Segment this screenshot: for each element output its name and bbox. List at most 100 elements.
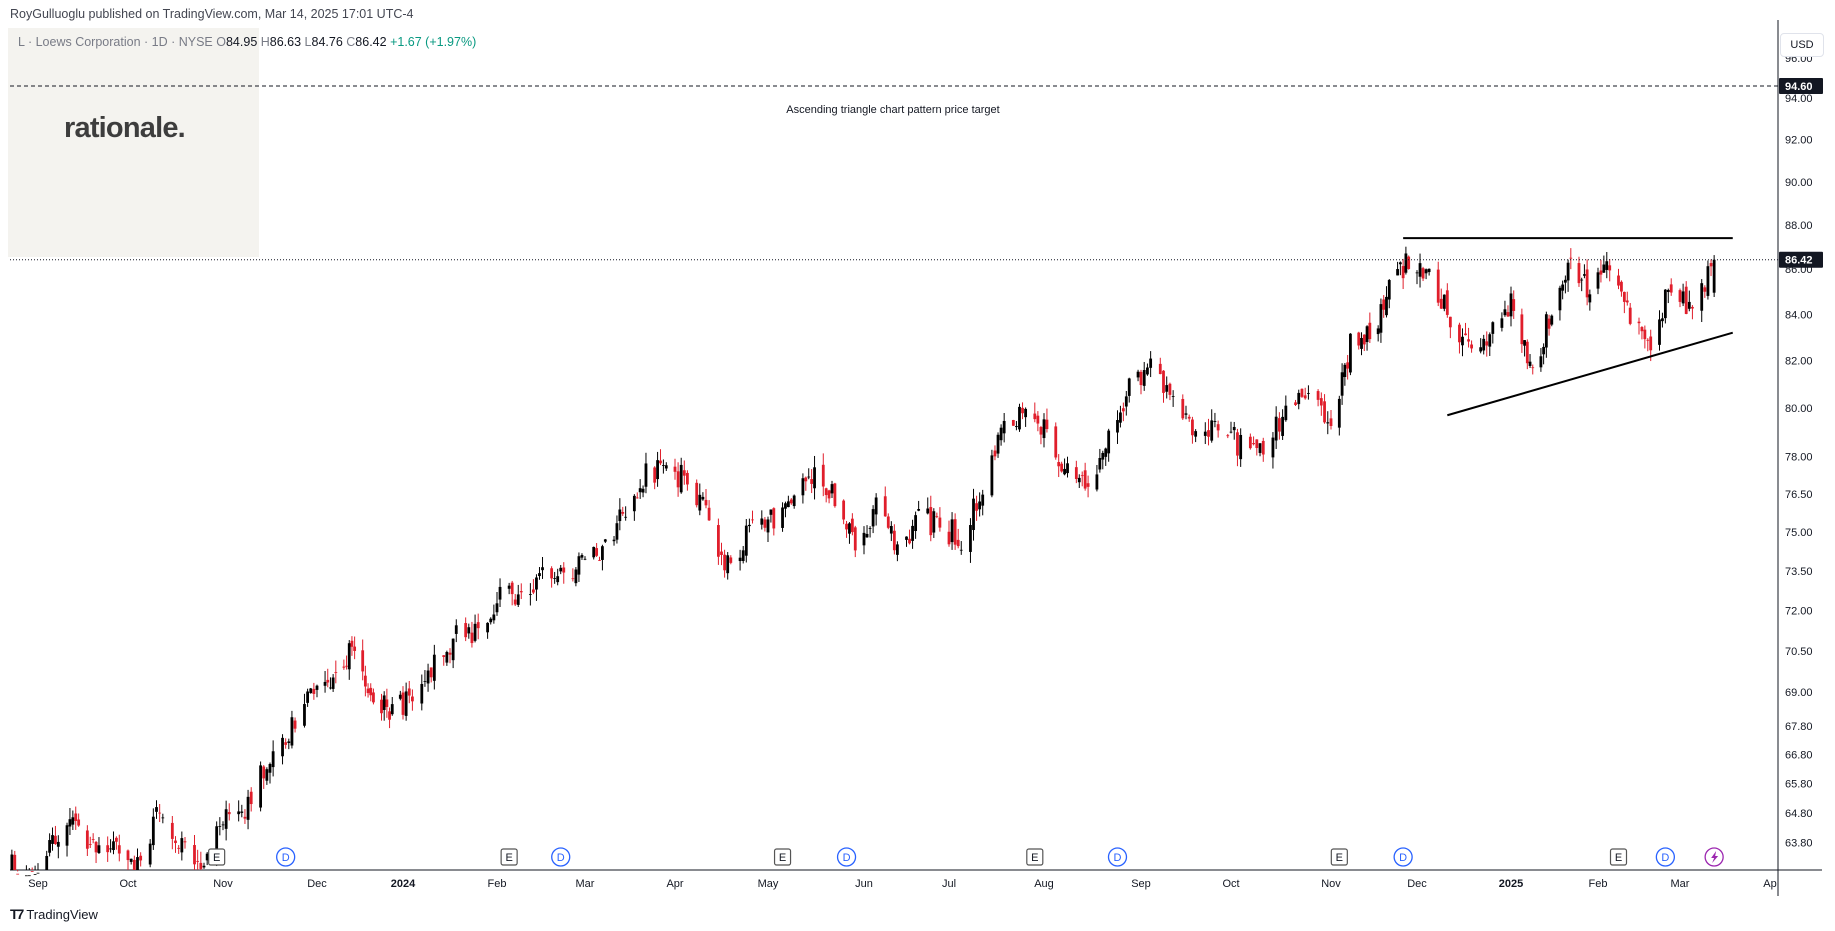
dividend-marker[interactable]: D	[836, 847, 857, 867]
candle-body	[1585, 269, 1589, 298]
candle-body	[1628, 307, 1632, 324]
candle	[510, 580, 514, 606]
candle-body	[1248, 436, 1252, 449]
dividend-marker[interactable]: D	[1655, 847, 1676, 867]
candle-body	[1491, 322, 1495, 334]
candle-body	[323, 681, 327, 686]
candle-body	[132, 859, 136, 870]
candle	[830, 480, 834, 498]
dividend-marker[interactable]: D	[1393, 847, 1413, 867]
candle	[323, 671, 327, 693]
candle-body	[1281, 416, 1285, 436]
candle	[1329, 409, 1333, 430]
candle-body	[1255, 439, 1259, 449]
candle-body	[744, 525, 748, 556]
candle	[366, 683, 370, 698]
candle-body	[1033, 413, 1037, 420]
candle	[1596, 267, 1600, 295]
candle	[895, 541, 899, 562]
candle-body	[1365, 326, 1369, 343]
candle-body	[347, 643, 351, 670]
candle	[1608, 259, 1612, 282]
candle	[1646, 338, 1650, 352]
candle-body	[892, 530, 896, 551]
candle-body	[1415, 272, 1419, 274]
support-trendline[interactable]	[1447, 331, 1734, 417]
candle	[1407, 255, 1411, 270]
candle	[199, 851, 203, 870]
candle-body	[1709, 263, 1713, 267]
earnings-marker[interactable]: E	[208, 848, 226, 866]
price-tick-label: 64.80	[1785, 808, 1813, 820]
currency-button[interactable]: USD	[1780, 33, 1824, 57]
candle	[874, 493, 878, 526]
candle	[1558, 285, 1562, 321]
dividend-marker[interactable]: D	[276, 847, 296, 867]
legend-symbol: L · Loews Corporation · 1D · NYSE	[18, 35, 213, 49]
candle-body	[1127, 378, 1131, 396]
price-tick-label: 65.80	[1785, 778, 1813, 790]
candle-body	[624, 516, 628, 518]
candle	[454, 619, 458, 643]
candle-body	[1258, 443, 1262, 453]
candle-body	[68, 819, 72, 827]
dividend-marker[interactable]: D	[1107, 847, 1128, 867]
earnings-marker[interactable]: E	[1330, 848, 1348, 866]
candle	[293, 717, 297, 733]
candle	[938, 507, 942, 532]
candle-body	[871, 509, 875, 527]
earnings-marker[interactable]: E	[1609, 848, 1628, 866]
candle	[1439, 288, 1443, 309]
candle	[516, 584, 520, 608]
candle-body	[673, 466, 677, 472]
dividend-marker-letter: D	[282, 852, 290, 864]
earnings-marker[interactable]: E	[773, 848, 792, 866]
candle	[106, 836, 110, 862]
time-tick-label: Mar	[1671, 878, 1690, 890]
last-price-label: 86.42	[1785, 255, 1813, 267]
candle-body	[704, 499, 708, 506]
candle	[574, 567, 578, 587]
candle-body	[1467, 339, 1470, 342]
candle	[129, 858, 133, 865]
candle-body	[1646, 339, 1650, 341]
candle	[281, 734, 284, 765]
candle	[1303, 387, 1307, 400]
earnings-marker-letter: E	[1615, 852, 1622, 864]
candle	[701, 492, 705, 501]
candle-body	[772, 508, 776, 529]
earnings-marker[interactable]: E	[1026, 848, 1044, 866]
dividend-marker-letter: D	[557, 852, 565, 864]
candle	[1349, 333, 1352, 376]
candle	[464, 617, 468, 642]
candle-body	[571, 578, 575, 580]
time-tick-label: Apr	[666, 878, 683, 890]
candle	[612, 536, 616, 546]
candle-body	[467, 627, 471, 634]
candle-body	[827, 490, 831, 499]
candle-body	[1252, 443, 1255, 445]
candle	[1684, 281, 1688, 315]
candle	[1104, 447, 1108, 466]
tradingview-footer[interactable]: T7 TradingView	[10, 906, 98, 922]
split-marker-icon[interactable]	[1704, 847, 1724, 867]
earnings-marker-letter: E	[779, 852, 786, 864]
earnings-marker[interactable]: E	[500, 848, 518, 866]
candle-body	[1558, 287, 1562, 311]
candle	[372, 688, 375, 705]
candle	[1086, 475, 1090, 498]
candle	[1054, 422, 1058, 460]
candle	[385, 688, 389, 718]
time-tick-label: Feb	[488, 878, 507, 890]
candle-body	[486, 622, 489, 633]
candle	[1171, 390, 1175, 407]
candle-body	[1448, 316, 1452, 328]
candle	[889, 521, 893, 542]
dividend-marker[interactable]: D	[551, 847, 571, 867]
candle-body	[1681, 291, 1685, 304]
candle-body	[1706, 266, 1710, 296]
candle	[1074, 460, 1078, 484]
price-tick-label: 72.00	[1785, 605, 1813, 617]
